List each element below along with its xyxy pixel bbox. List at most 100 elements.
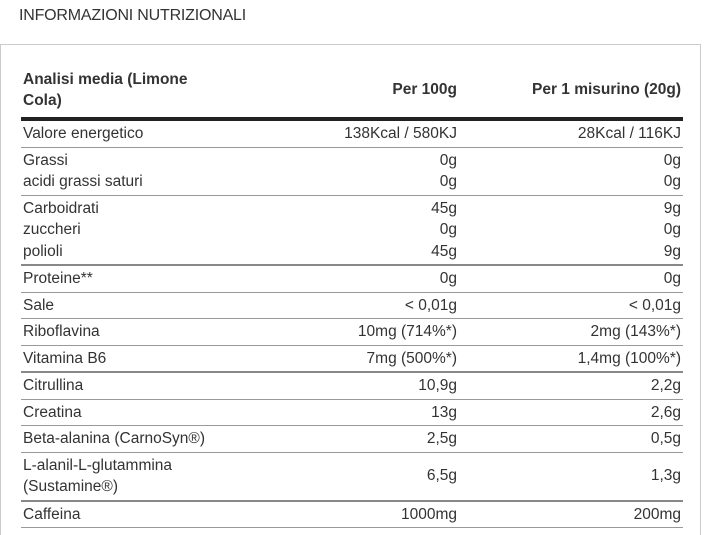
nutrient-name-cell: Beta-alanina (CarnoSyn®) xyxy=(21,425,225,453)
value-per-serving-cell: < 0,01g xyxy=(459,292,683,319)
value-per-serving-cell: 1,4mg (100%*) xyxy=(459,345,683,373)
table-row: Proteine** 0g 0g xyxy=(21,265,683,293)
value-per-serving-cell: 0g xyxy=(459,265,683,293)
value-per-100g: 45g xyxy=(431,242,457,260)
value-per-100g: 45g xyxy=(431,199,457,217)
value-per-serving: 9g xyxy=(663,242,681,260)
nutrient-name-cell: Carboidrati zuccheri polioli xyxy=(21,195,225,266)
table-row: Carboidrati zuccheri polioli 45g 0g 45g 9g 0g 9g xyxy=(21,195,683,266)
nutrient-name-cell: Valore energetico xyxy=(21,119,225,148)
value-per-100g: 0g xyxy=(439,270,457,287)
nutrient-name-cell: Grassi acidi grassi saturi xyxy=(21,147,225,196)
value-per-100g: 10mg (714%*) xyxy=(357,323,457,340)
table-row: Grassi acidi grassi saturi 0g 0g 0g 0g xyxy=(21,147,683,196)
value-per-100g-cell: 0g xyxy=(225,265,459,293)
value-per-100g-cell: 6,5g xyxy=(225,452,459,502)
value-per-100g-cell: 0g 0g xyxy=(225,147,459,196)
value-per-serving-cell: 2,2g xyxy=(459,372,683,400)
section-title: INFORMAZIONI NUTRIZIONALI xyxy=(19,7,247,24)
nutrient-name-cell: Proteine** xyxy=(21,265,225,293)
nutrient-name: zuccheri xyxy=(23,221,81,238)
value-per-serving-cell: 0,5g xyxy=(459,425,683,453)
table-row: Sale < 0,01g < 0,01g xyxy=(21,292,683,319)
value-per-100g: < 0,01g xyxy=(404,296,457,314)
nutrient-name: acidi grassi saturi xyxy=(23,173,143,190)
value-per-serving: 1,4mg (100%*) xyxy=(577,349,681,367)
value-per-serving-cell: 2,6g xyxy=(459,399,683,426)
value-per-serving-cell: 2mg (143%*) xyxy=(459,318,683,346)
nutrient-name: Caffeina xyxy=(23,505,81,523)
value-per-serving-cell: 9g 0g 9g xyxy=(459,195,683,266)
value-per-100g-cell: < 0,01g xyxy=(225,292,459,319)
nutrient-name-cell: Creatina xyxy=(21,399,225,426)
nutrient-name: Sale xyxy=(23,296,55,314)
table-row: Creatina 13g 2,6g xyxy=(21,399,683,426)
value-per-100g-cell: 1000mg xyxy=(225,500,459,528)
value-per-100g-cell: 7mg (500%*) xyxy=(225,345,459,373)
value-per-100g: 13g xyxy=(431,403,457,421)
value-per-serving-cell: 200mg xyxy=(459,500,683,528)
value-per-100g: 0g xyxy=(439,221,457,238)
value-per-serving-cell: 28Kcal / 116KJ xyxy=(459,119,683,148)
table-row: L-alanil-L-glutammina (Sustamine®) 6,5g 1,… xyxy=(21,452,683,502)
value-per-serving: 0g xyxy=(663,173,681,190)
nutrient-name-cell: Citrullina xyxy=(21,372,225,400)
value-per-serving-cell: 0g 0g xyxy=(459,147,683,196)
value-per-100g: 7mg (500%*) xyxy=(366,349,457,367)
value-per-serving: 0,5g xyxy=(650,430,681,447)
value-per-serving: 200mg xyxy=(633,505,681,523)
nutrient-name: Carboidrati xyxy=(23,199,99,217)
value-per-100g: 6,5g xyxy=(426,467,457,485)
table-row: Vitamina B6 7mg (500%*) 1,4mg (100%*) xyxy=(21,345,683,373)
value-per-100g-cell: 10,9g xyxy=(225,372,459,400)
value-per-100g: 2,5g xyxy=(426,430,457,447)
value-per-100g-cell: 138Kcal / 580KJ xyxy=(225,119,459,148)
nutrient-name-cell: Riboflavina xyxy=(21,318,225,346)
value-per-100g-cell: 10mg (714%*) xyxy=(225,318,459,346)
value-per-serving-cell: 1,3g xyxy=(459,452,683,502)
nutrient-name: Valore energetico xyxy=(23,125,144,142)
table-header: Analisi media (Limone Cola) Per 100g Per… xyxy=(21,62,683,121)
value-per-serving: 0g xyxy=(663,151,681,169)
nutrition-table: Analisi media (Limone Cola) Per 100g Per… xyxy=(21,62,683,528)
nutrient-name: Vitamina B6 xyxy=(23,349,107,367)
value-per-100g: 1000mg xyxy=(400,505,457,523)
table-row: Valore energetico 138Kcal / 580KJ 28Kcal /… xyxy=(21,119,683,148)
value-per-100g: 0g xyxy=(439,151,457,169)
value-per-serving: 1,3g xyxy=(650,467,681,485)
value-per-100g: 10,9g xyxy=(418,377,457,394)
table-row: Beta-alanina (CarnoSyn®) 2,5g 0,5g xyxy=(21,425,683,453)
table-row: Riboflavina 10mg (714%*) 2mg (143%*) xyxy=(21,318,683,346)
value-per-serving: 0g xyxy=(663,221,681,238)
value-per-serving: 28Kcal / 116KJ xyxy=(577,125,681,142)
header-analysis: Analisi media (Limone Cola) xyxy=(21,62,225,121)
value-per-100g-cell: 45g 0g 45g xyxy=(225,195,459,266)
nutrient-name: Riboflavina xyxy=(23,323,100,340)
value-per-serving: < 0,01g xyxy=(628,296,681,314)
value-per-serving: 9g xyxy=(663,199,681,217)
nutrient-name-cell: Vitamina B6 xyxy=(21,345,225,373)
header-per-100g: Per 100g xyxy=(225,62,459,121)
nutrient-name-cell: Caffeina xyxy=(21,500,225,528)
value-per-100g-cell: 13g xyxy=(225,399,459,426)
table-row: Caffeina 1000mg 200mg xyxy=(21,500,683,528)
nutrient-name: polioli xyxy=(23,242,63,260)
nutrition-table-container: Analisi media (Limone Cola) Per 100g Per… xyxy=(0,44,701,535)
nutrient-name: Citrullina xyxy=(23,377,84,394)
nutrient-name: Creatina xyxy=(23,403,82,421)
value-per-serving: 2,6g xyxy=(650,403,681,421)
value-per-serving: 2,2g xyxy=(650,377,681,394)
value-per-100g: 138Kcal / 580KJ xyxy=(344,125,457,142)
nutrient-name: Grassi xyxy=(23,151,68,169)
value-per-serving: 2mg (143%*) xyxy=(590,323,681,340)
table-row: Citrullina 10,9g 2,2g xyxy=(21,372,683,400)
nutrient-name: Beta-alanina (CarnoSyn®) xyxy=(23,430,206,447)
value-per-100g-cell: 2,5g xyxy=(225,425,459,453)
nutrient-name-cell: Sale xyxy=(21,292,225,319)
nutrient-name-cell: L-alanil-L-glutammina (Sustamine®) xyxy=(21,452,225,502)
nutrient-name: Proteine** xyxy=(23,270,93,287)
nutrient-name: L-alanil-L-glutammina (Sustamine®) xyxy=(23,456,173,496)
header-per-serving: Per 1 misurino (20g) xyxy=(459,62,683,121)
value-per-serving: 0g xyxy=(663,270,681,287)
value-per-100g: 0g xyxy=(439,173,457,190)
